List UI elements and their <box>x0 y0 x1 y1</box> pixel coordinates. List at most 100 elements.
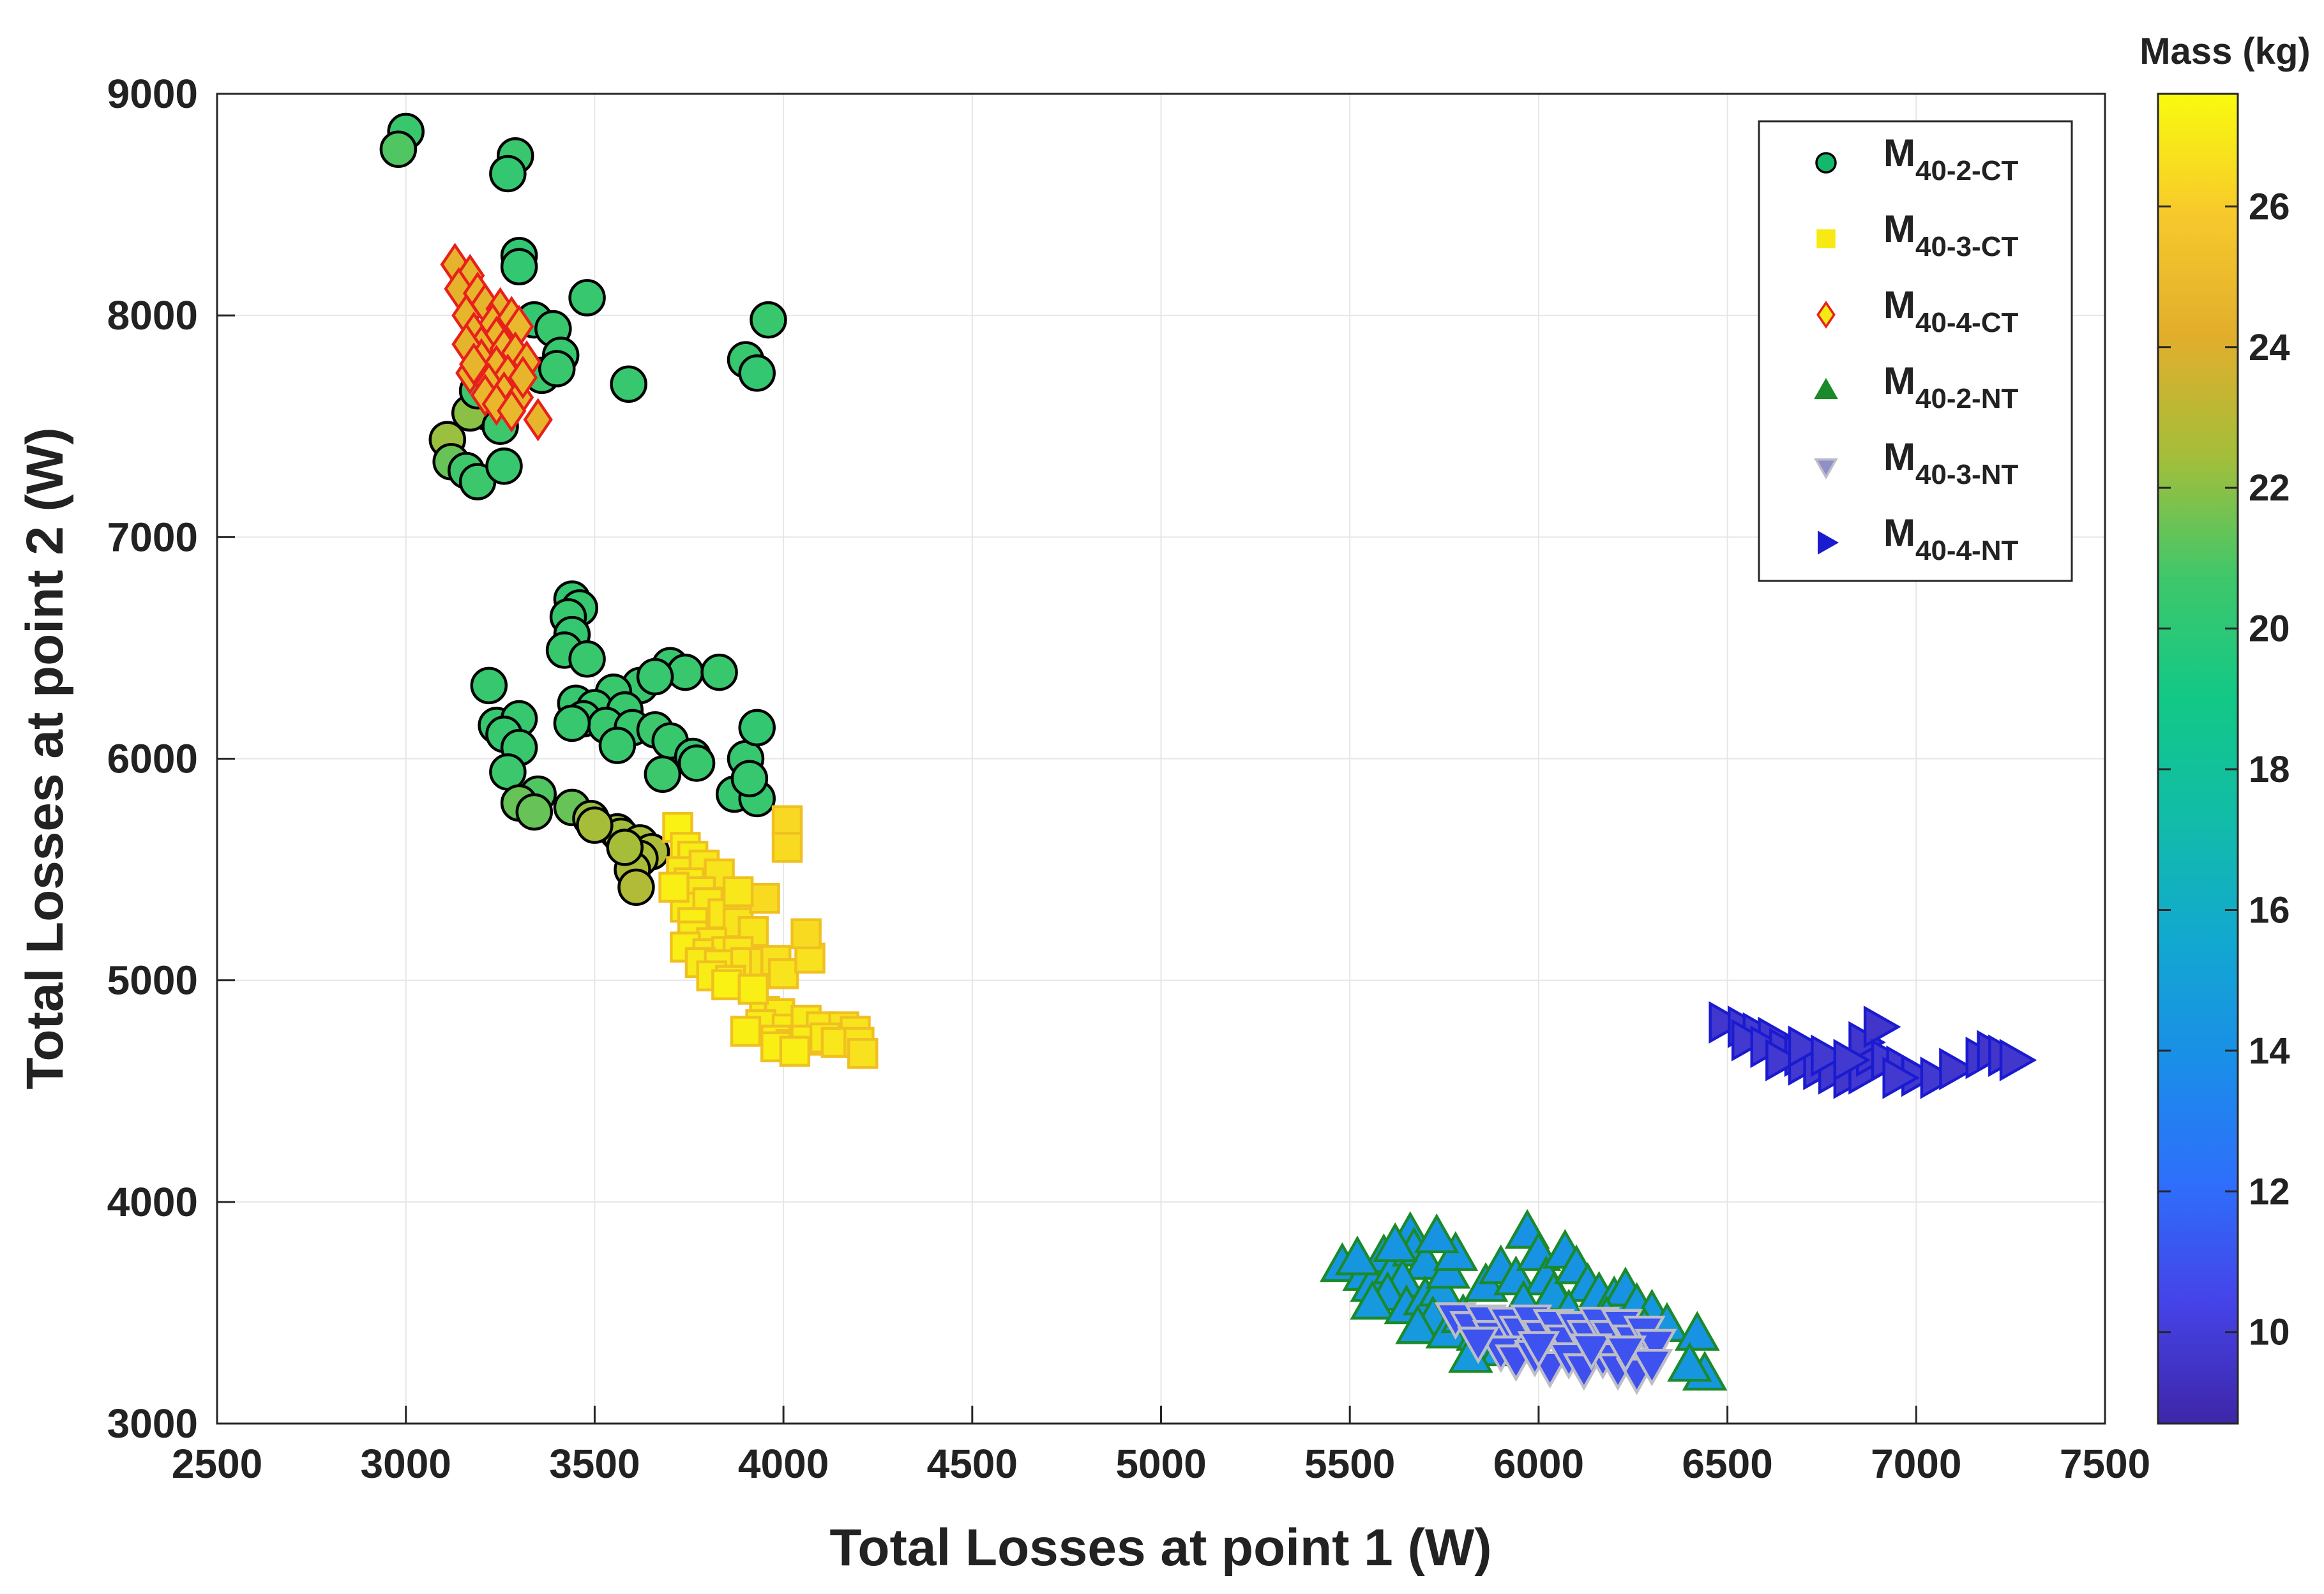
data-point <box>790 918 822 950</box>
data-point <box>722 876 754 908</box>
data-point <box>459 342 489 386</box>
x-tick-label: 3500 <box>549 1441 640 1487</box>
colorbar-tick-label: 20 <box>2249 608 2290 650</box>
data-point <box>1811 1034 1848 1077</box>
colorbar-tick-label: 26 <box>2249 186 2290 227</box>
series-M40-4-CT <box>440 243 553 442</box>
data-point <box>1674 1311 1720 1351</box>
data-point <box>1634 1328 1677 1367</box>
legend-marker-M40-3-NT <box>1814 458 1838 480</box>
y-axis-label: Total Losses at point 2 (W) <box>16 427 74 1089</box>
data-point <box>1882 1056 1920 1099</box>
data-point <box>568 279 606 317</box>
data-point <box>737 974 769 1005</box>
data-point <box>1999 1039 2037 1081</box>
y-tick-label: 3000 <box>107 1401 198 1447</box>
x-tick-label: 7500 <box>2060 1441 2150 1487</box>
data-point <box>1517 1331 1560 1369</box>
data-point <box>767 958 799 989</box>
legend-marker-M40-2-NT <box>1814 377 1838 399</box>
data-point <box>1395 1304 1441 1344</box>
colorbar-tick-label: 12 <box>2249 1171 2290 1212</box>
data-point <box>738 354 776 392</box>
data-point <box>644 755 682 793</box>
data-point <box>847 1037 879 1069</box>
legend-marker-M40-2-CT <box>1815 152 1837 174</box>
x-tick-label: 5500 <box>1304 1441 1395 1487</box>
data-point <box>610 365 647 403</box>
colorbar-tick-label: 22 <box>2249 467 2290 509</box>
x-tick-label: 4500 <box>927 1441 1018 1487</box>
data-point <box>771 805 803 836</box>
data-point <box>1414 1213 1460 1254</box>
data-point <box>485 447 523 485</box>
data-point <box>489 154 527 193</box>
x-axis-label: Total Losses at point 1 (W) <box>829 1519 1491 1577</box>
series-M40-4-NT <box>1709 1001 2037 1099</box>
data-point <box>1731 1019 1769 1062</box>
data-point <box>1334 1235 1380 1275</box>
y-tick-label: 8000 <box>107 292 198 338</box>
data-point <box>1920 1056 1958 1099</box>
legend-label-M40-4-NT: M40-4-NT <box>1883 511 2018 566</box>
x-tick-label: 6000 <box>1493 1441 1584 1487</box>
data-point <box>1604 1335 1647 1373</box>
x-tick-label: 4000 <box>738 1441 829 1487</box>
data-point <box>677 744 716 782</box>
data-point <box>658 871 690 903</box>
legend-marker-M40-4-NT <box>1818 530 1839 555</box>
data-point <box>1457 1327 1500 1364</box>
legend-label-M40-4-CT: M40-4-CT <box>1883 283 2018 338</box>
legend-label-M40-3-NT: M40-3-NT <box>1883 435 2018 490</box>
data-point <box>1863 1005 1901 1048</box>
axis-ticks: 2500 3000 3500 4000 4500 5000 5500 6000 6500 7000… <box>107 71 2151 1487</box>
colorbar-gradient <box>2157 93 2239 1425</box>
series-M40-3-CT <box>658 805 879 1069</box>
data-point <box>379 130 418 169</box>
data-point <box>771 832 803 863</box>
x-tick-label: 3000 <box>361 1441 451 1487</box>
data-point <box>606 829 644 866</box>
data-point <box>508 356 538 400</box>
data-point <box>617 868 655 906</box>
data-point <box>538 350 576 387</box>
legend-marker-M40-4-CT <box>1816 301 1836 329</box>
data-point <box>1765 1039 1803 1081</box>
data-point <box>523 398 553 442</box>
data-point <box>749 882 780 914</box>
data-point <box>576 806 614 844</box>
series-M40-2-CT <box>379 112 787 906</box>
colorbar: Mass (kg) 10 12 14 16 18 20 22 24 26 <box>2139 31 2311 1425</box>
data-point <box>700 653 738 691</box>
data-point <box>1788 1025 1826 1069</box>
data-point <box>1709 1001 1747 1044</box>
data-point <box>553 704 591 742</box>
legend-label-M40-3-CT: M40-3-CT <box>1883 207 2018 262</box>
colorbar-tick-label: 10 <box>2249 1312 2290 1353</box>
data-point <box>711 969 743 1000</box>
data-point <box>1833 1039 1871 1081</box>
data-point <box>1350 1279 1396 1320</box>
data-point <box>730 1016 762 1047</box>
colorbar-tick-label: 24 <box>2249 327 2290 368</box>
y-tick-label: 9000 <box>107 71 198 117</box>
y-tick-label: 6000 <box>107 736 198 782</box>
data-point <box>636 658 674 696</box>
data-point <box>1667 1342 1712 1382</box>
data-point <box>470 666 508 705</box>
colorbar-tick-label: 18 <box>2249 749 2290 790</box>
x-tick-label: 7000 <box>1871 1441 1961 1487</box>
x-tick-label: 6500 <box>1682 1441 1772 1487</box>
colorbar-tick-label: 16 <box>2249 889 2290 931</box>
legend-box <box>1758 120 2073 582</box>
colorbar-title: Mass (kg) <box>2139 31 2311 72</box>
data-point <box>1570 1333 1613 1371</box>
y-tick-label: 7000 <box>107 514 198 560</box>
data-point <box>1939 1048 1977 1090</box>
x-tick-label: 2500 <box>172 1441 262 1487</box>
data-point <box>497 389 527 433</box>
data-point <box>750 301 787 339</box>
series-M40-3-NT <box>1434 1302 1677 1395</box>
data-point <box>779 1035 811 1067</box>
data-point <box>738 709 776 747</box>
